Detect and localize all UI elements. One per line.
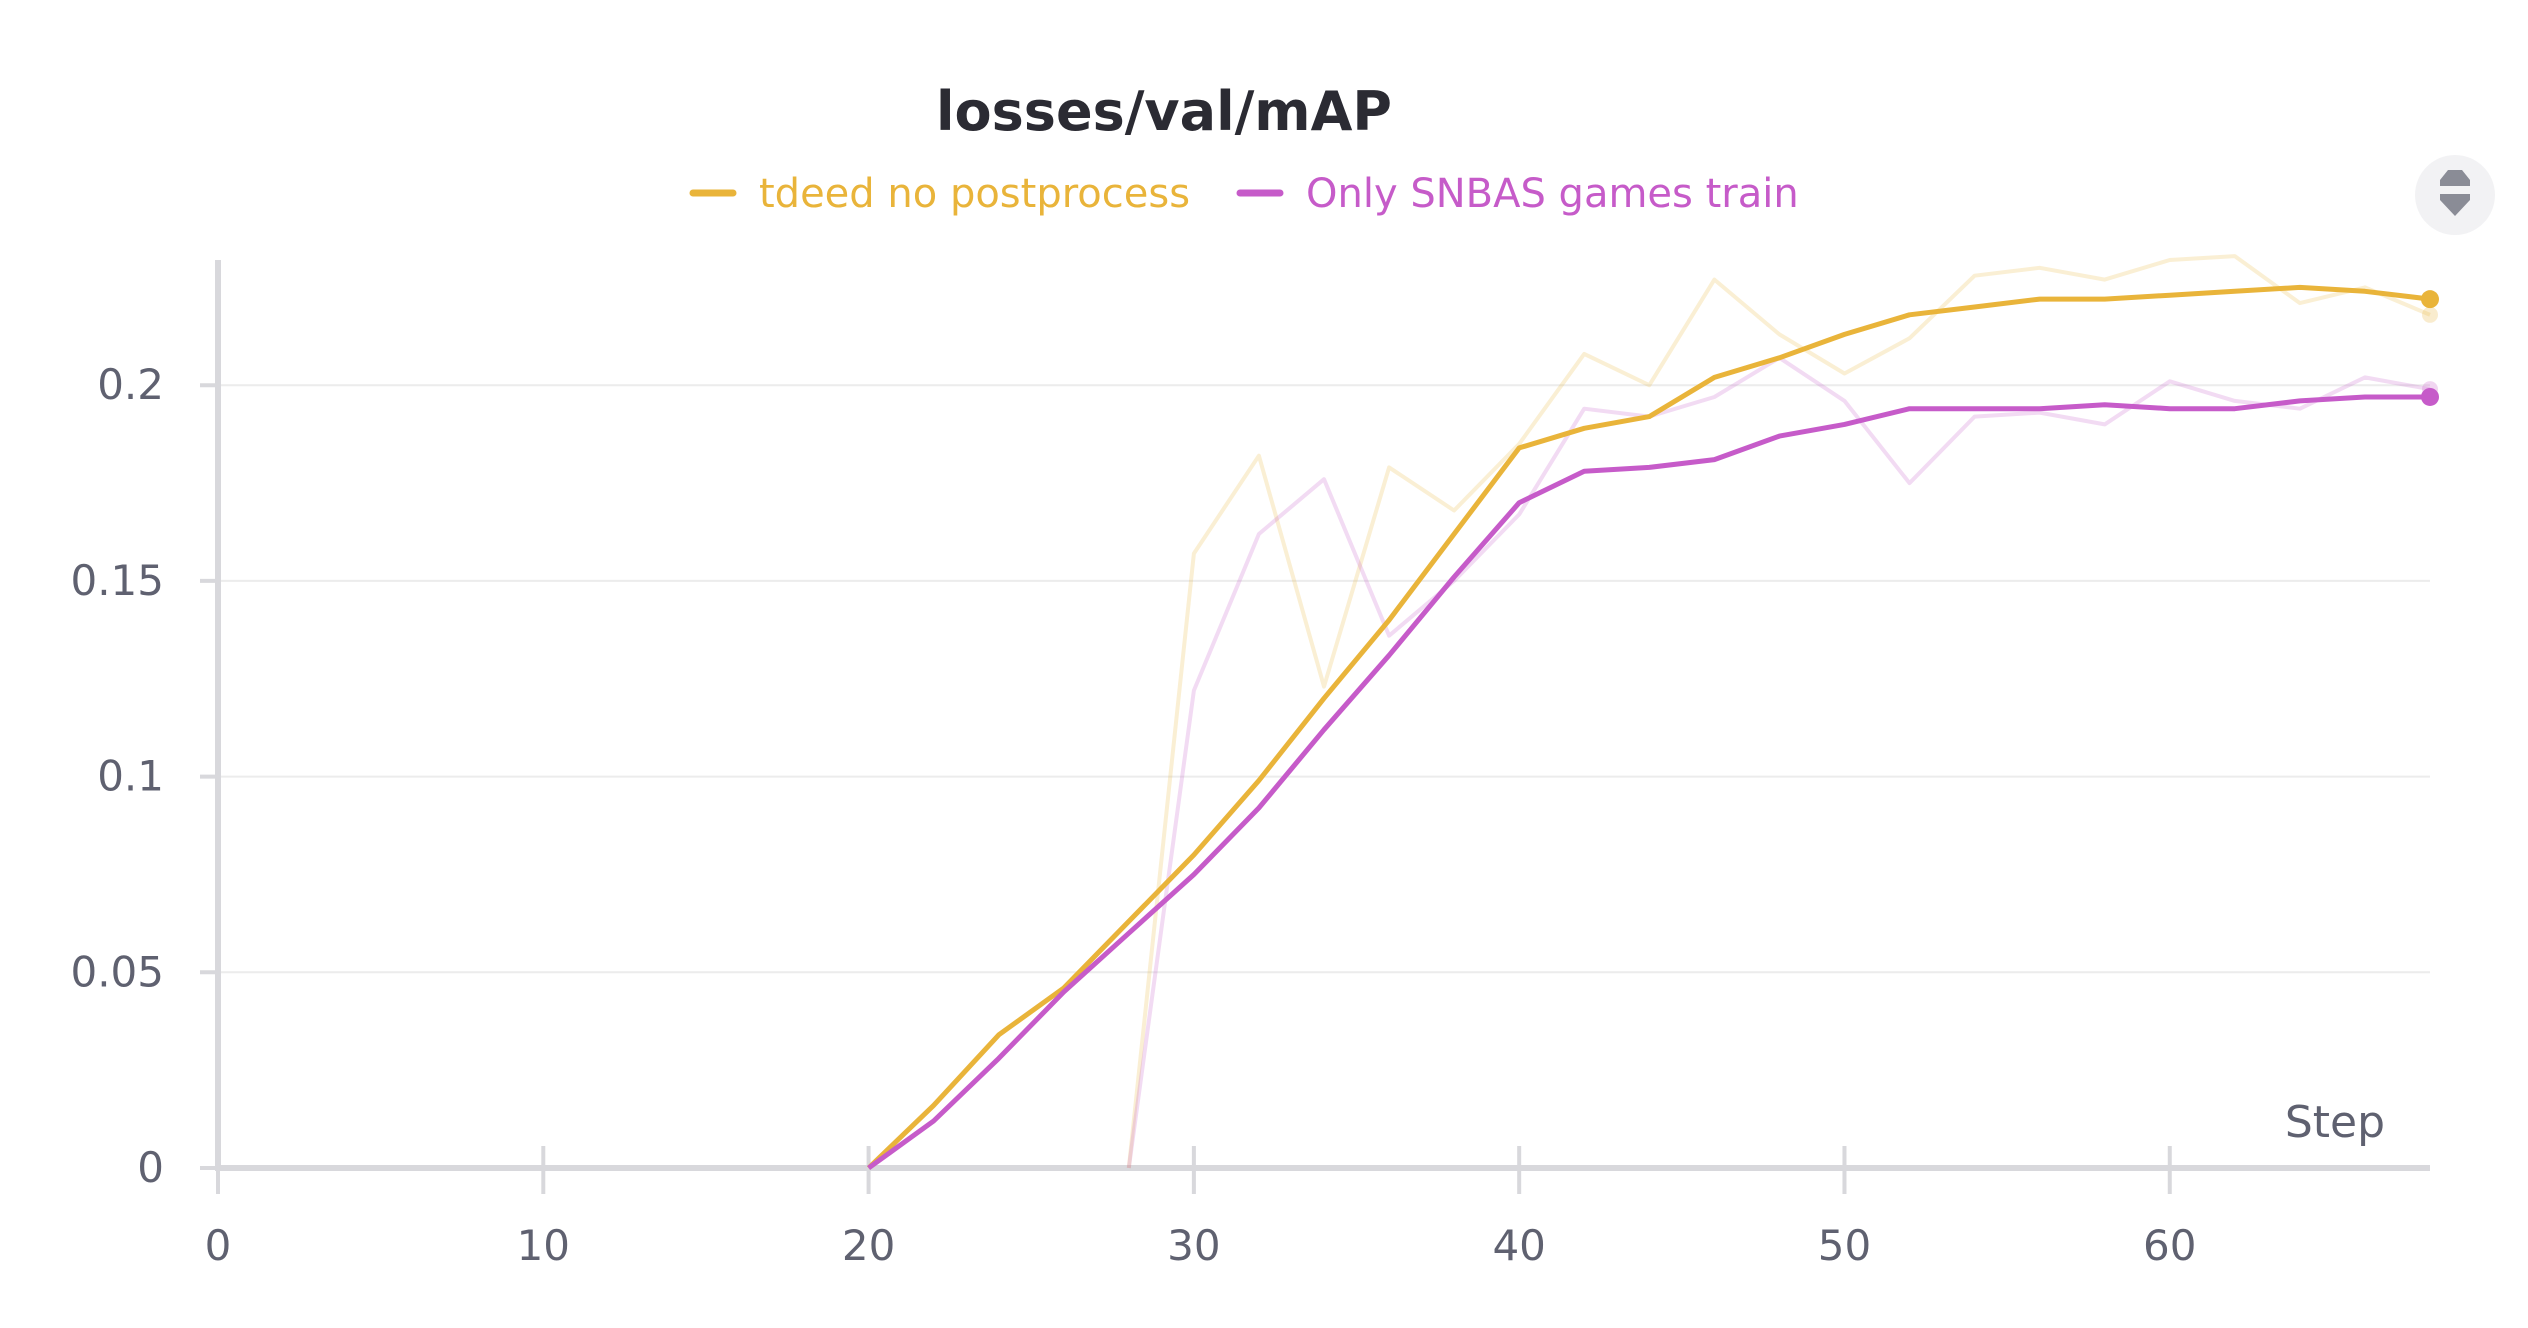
legend-label-0[interactable]: tdeed no postprocess [759, 171, 1190, 217]
x-tick-label: 60 [2143, 1221, 2196, 1270]
series-smoothed-line-0 [866, 284, 2431, 1170]
y-tick-label: 0.05 [70, 947, 164, 996]
legend: tdeed no postprocess Only SNBAS games tra… [689, 171, 1799, 217]
series-layer [866, 254, 2439, 1171]
y-tick-label: 0.15 [70, 556, 164, 605]
series-end-point-0 [2421, 290, 2439, 309]
axes: 0 0.05 0.1 0.15 0.2 0 10 20 30 40 50 60 [70, 260, 2430, 1270]
y-tick-label: 0 [137, 1143, 164, 1192]
series-raw-end-point-0 [2422, 306, 2438, 323]
x-tick-label: 10 [517, 1221, 570, 1270]
y-tick-label: 0.1 [97, 752, 164, 801]
x-tick-label: 40 [1492, 1221, 1545, 1270]
x-tick-label: 50 [1818, 1221, 1871, 1270]
x-tick-label: 30 [1167, 1221, 1220, 1270]
chart-title: losses/val/mAP [936, 80, 1392, 143]
x-axis-label: Step [2285, 1097, 2385, 1148]
y-tick-label: 0.2 [97, 360, 164, 409]
series-smoothed-line-1 [867, 394, 2430, 1171]
x-tick-label: 20 [842, 1221, 895, 1270]
series-raw-line-0 [1126, 254, 2431, 1169]
legend-collapse-icon[interactable] [2415, 155, 2495, 235]
series-raw-line-1 [1126, 355, 2431, 1169]
grid-lines [218, 384, 2430, 974]
legend-label-1[interactable]: Only SNBAS games train [1306, 171, 1799, 217]
series-end-point-1 [2421, 387, 2439, 406]
x-tick-label: 0 [205, 1221, 232, 1270]
